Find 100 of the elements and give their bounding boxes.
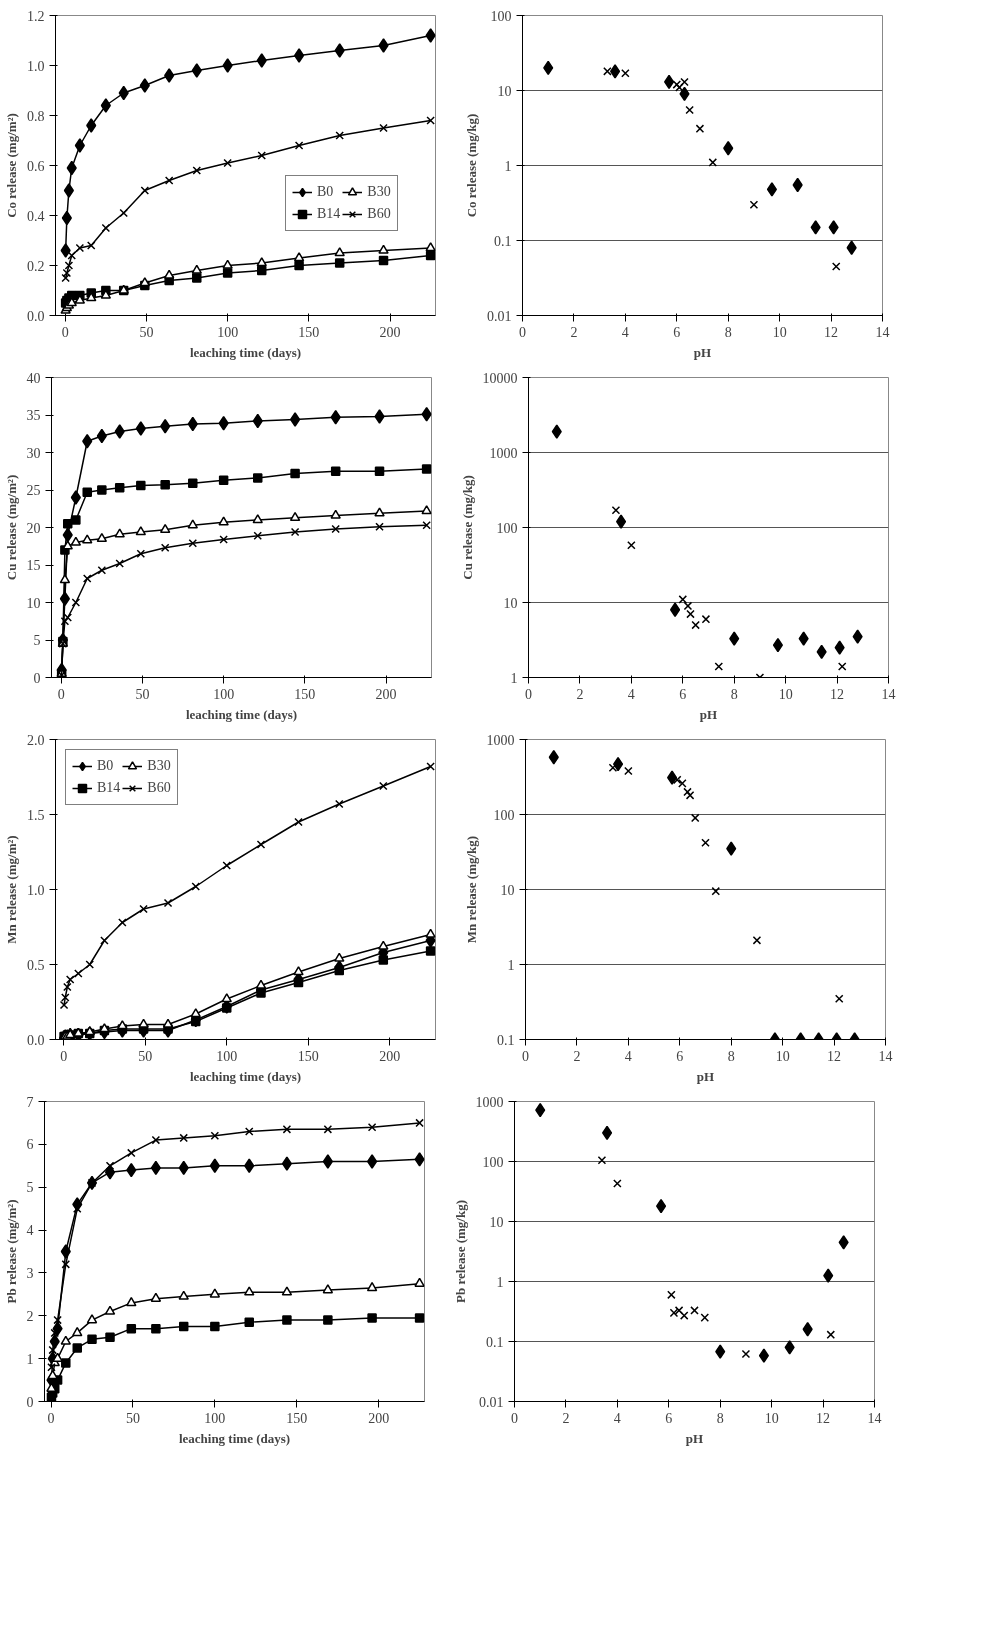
y-tick-label: 1.0	[27, 58, 45, 74]
x-tick-label: 14	[881, 686, 896, 702]
y-tick-label: 1	[496, 1274, 504, 1290]
y-tick-label: 100	[482, 1154, 504, 1170]
x-axis-title: pH	[693, 344, 712, 360]
x-tick-label: 50	[125, 1410, 140, 1426]
y-tick-label: 0.5	[27, 957, 45, 973]
legend-label: B30	[367, 184, 391, 200]
x-tick-label: 6	[679, 686, 687, 702]
x-tick-label: 4	[624, 1048, 632, 1064]
x-tick-label: 150	[294, 686, 316, 702]
legend-label: B0	[317, 184, 335, 200]
y-tick-label: 10	[26, 595, 41, 611]
y-tick-label: 0	[33, 670, 41, 686]
y-tick-label: 7	[26, 1094, 34, 1110]
y-tick-label: 1	[510, 670, 518, 686]
y-tick-label: 1	[507, 957, 515, 973]
x-tick-label: 0	[60, 1048, 68, 1064]
x-tick-label: 6	[665, 1410, 673, 1426]
x-tick-label: 150	[297, 1048, 319, 1064]
y-axis-title: Cu release (mg/kg)	[459, 475, 475, 580]
x-tick-label: 0	[61, 324, 69, 340]
y-axis-title: Cu release (mg/m²)	[3, 474, 19, 581]
y-tick-label: 10	[497, 83, 512, 99]
x-tick-label: 10	[775, 1048, 790, 1064]
x-tick-label: 50	[139, 324, 154, 340]
legend-label: B0	[97, 758, 115, 774]
y-tick-label: 5	[33, 633, 41, 648]
y-tick-label: 0.8	[27, 108, 45, 124]
y-tick-label: 0.1	[497, 1032, 515, 1048]
y-tick-label: 5	[26, 1180, 34, 1196]
y-tick-label: 10	[489, 1214, 504, 1230]
x-tick-label: 200	[379, 1048, 401, 1064]
x-tick-label: 2	[570, 324, 578, 340]
y-tick-label: 0.1	[494, 233, 512, 249]
x-tick-label: 14	[867, 1410, 882, 1426]
x-tick-label: 200	[375, 686, 397, 702]
legend-label: B14	[317, 206, 341, 222]
y-tick-label: 2.0	[27, 732, 45, 748]
y-tick-label: 1	[504, 158, 512, 174]
y-tick-label: 0.2	[27, 258, 45, 274]
x-tick-label: 100	[204, 1410, 226, 1426]
y-tick-label: 10	[500, 882, 515, 898]
y-tick-label: 0.0	[27, 308, 45, 324]
x-tick-label: 12	[830, 686, 845, 702]
y-tick-label: 2	[26, 1308, 34, 1324]
legend-label: B30	[147, 758, 171, 774]
x-tick-label: 50	[135, 686, 150, 702]
y-tick-label: 10	[503, 595, 518, 611]
y-tick-label: 1.5	[27, 807, 45, 823]
x-tick-label: 14	[878, 1048, 893, 1064]
x-tick-label: 200	[368, 1410, 390, 1426]
y-tick-label: 10000	[482, 370, 518, 386]
y-tick-label: 0.6	[27, 158, 45, 174]
y-tick-label: 4	[26, 1223, 34, 1239]
x-tick-label: 100	[216, 1048, 238, 1064]
y-tick-label: 15	[26, 558, 41, 573]
x-axis-title: pH	[696, 1068, 715, 1084]
y-axis-title: Pb release (mg/kg)	[452, 1199, 468, 1304]
legend-label: B14	[97, 780, 121, 796]
y-tick-label: 35	[26, 408, 41, 423]
y-tick-label: 6	[26, 1137, 34, 1153]
x-tick-label: 8	[730, 686, 738, 702]
x-tick-label: 2	[576, 686, 584, 702]
y-axis-title: Pb release (mg/m²)	[3, 1199, 19, 1304]
x-tick-label: 8	[727, 1048, 735, 1064]
x-tick-label: 0	[47, 1410, 55, 1426]
x-tick-label: 100	[217, 324, 239, 340]
x-axis-title: leaching time (days)	[178, 1430, 291, 1446]
y-tick-label: 0.01	[479, 1394, 504, 1410]
x-axis-title: leaching time (days)	[189, 1068, 302, 1084]
x-tick-label: 10	[772, 324, 787, 340]
x-tick-label: 0	[57, 686, 65, 702]
x-tick-label: 6	[676, 1048, 684, 1064]
y-axis-title: Mn release (mg/m²)	[4, 835, 19, 944]
x-tick-label: 0	[522, 1048, 529, 1064]
y-tick-label: 30	[26, 445, 41, 461]
x-tick-label: 10	[778, 686, 793, 702]
x-tick-label: 150	[286, 1410, 308, 1426]
x-tick-label: 4	[621, 324, 629, 340]
x-tick-label: 12	[827, 1048, 842, 1064]
x-tick-label: 4	[613, 1410, 621, 1426]
x-tick-label: 200	[379, 324, 401, 340]
y-tick-label: 0.1	[486, 1334, 504, 1350]
y-axis-title: Mn release (mg/kg)	[463, 835, 479, 944]
y-tick-label: 1000	[486, 732, 515, 748]
x-tick-label: 2	[562, 1410, 570, 1426]
y-axis-title: Co release (mg/m²)	[4, 113, 19, 218]
y-axis-title: Co release (mg/kg)	[464, 113, 479, 218]
y-tick-label: 40	[26, 370, 41, 386]
legend-label: B60	[147, 780, 171, 796]
y-tick-label: 0.01	[487, 308, 512, 324]
x-tick-label: 150	[298, 324, 320, 340]
y-tick-label: 0.4	[27, 208, 45, 224]
x-tick-label: 12	[824, 324, 839, 340]
x-tick-label: 8	[716, 1410, 724, 1426]
y-tick-label: 25	[26, 483, 41, 498]
x-tick-label: 4	[627, 686, 635, 702]
y-tick-label: 20	[26, 520, 41, 536]
x-tick-label: 10	[764, 1410, 779, 1426]
